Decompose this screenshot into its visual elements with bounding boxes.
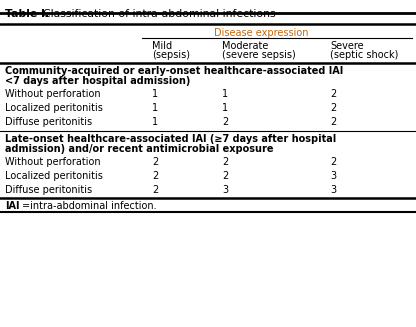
Text: 2: 2 — [152, 185, 158, 195]
Text: 2: 2 — [222, 157, 228, 167]
Text: Localized peritonitis: Localized peritonitis — [5, 171, 103, 181]
Text: 2: 2 — [330, 89, 336, 99]
Text: 2: 2 — [222, 171, 228, 181]
Text: IAI: IAI — [5, 201, 20, 211]
Text: 2: 2 — [222, 117, 228, 127]
Text: (septic shock): (septic shock) — [330, 50, 399, 60]
Text: 1: 1 — [222, 89, 228, 99]
Text: Without perforation: Without perforation — [5, 89, 101, 99]
Text: Community-acquired or early-onset healthcare-associated IAI: Community-acquired or early-onset health… — [5, 66, 343, 76]
Text: 2: 2 — [152, 171, 158, 181]
Text: Late-onset healthcare-associated IAI (≥7 days after hospital: Late-onset healthcare-associated IAI (≥7… — [5, 134, 336, 144]
Text: 1: 1 — [152, 89, 158, 99]
Text: 1: 1 — [222, 103, 228, 113]
Text: Disease expression: Disease expression — [214, 28, 308, 38]
Text: Diffuse peritonitis: Diffuse peritonitis — [5, 185, 92, 195]
Text: (severe sepsis): (severe sepsis) — [222, 50, 296, 60]
Text: 3: 3 — [330, 185, 336, 195]
Text: 2: 2 — [330, 117, 336, 127]
Text: Mild: Mild — [152, 41, 172, 51]
Text: Without perforation: Without perforation — [5, 157, 101, 167]
Text: 3: 3 — [330, 171, 336, 181]
Text: 2: 2 — [152, 157, 158, 167]
Text: Table I.: Table I. — [5, 9, 49, 19]
Text: 2: 2 — [330, 157, 336, 167]
Text: <7 days after hospital admission): <7 days after hospital admission) — [5, 76, 191, 86]
Text: Diffuse peritonitis: Diffuse peritonitis — [5, 117, 92, 127]
Text: Localized peritonitis: Localized peritonitis — [5, 103, 103, 113]
Text: (sepsis): (sepsis) — [152, 50, 190, 60]
Text: admission) and/or recent antimicrobial exposure: admission) and/or recent antimicrobial e… — [5, 144, 273, 154]
Text: 2: 2 — [330, 103, 336, 113]
Text: Moderate: Moderate — [222, 41, 268, 51]
Text: =intra-abdominal infection.: =intra-abdominal infection. — [22, 201, 157, 211]
Text: 3: 3 — [222, 185, 228, 195]
Text: Severe: Severe — [330, 41, 364, 51]
Text: 1: 1 — [152, 117, 158, 127]
Text: Classification of intra-abdominal infections: Classification of intra-abdominal infect… — [36, 9, 276, 19]
Text: 1: 1 — [152, 103, 158, 113]
